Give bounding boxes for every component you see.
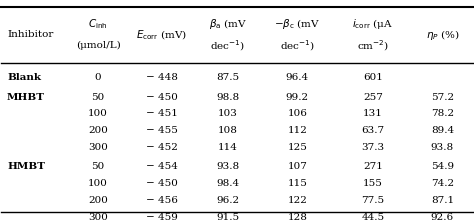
Text: cm$^{-2}$): cm$^{-2}$): [357, 38, 389, 53]
Text: 77.5: 77.5: [361, 196, 384, 205]
Text: 44.5: 44.5: [361, 213, 384, 222]
Text: − 455: − 455: [146, 126, 177, 135]
Text: 122: 122: [287, 196, 307, 205]
Text: 99.2: 99.2: [286, 93, 309, 102]
Text: HMBT: HMBT: [7, 162, 45, 171]
Text: 112: 112: [287, 126, 307, 135]
Text: 98.4: 98.4: [216, 179, 239, 188]
Text: 257: 257: [363, 93, 383, 102]
Text: (μmol/L): (μmol/L): [76, 41, 120, 50]
Text: 98.8: 98.8: [216, 93, 239, 102]
Text: 87.1: 87.1: [431, 196, 454, 205]
Text: 50: 50: [91, 93, 105, 102]
Text: 50: 50: [91, 162, 105, 171]
Text: 78.2: 78.2: [431, 109, 454, 118]
Text: 93.8: 93.8: [431, 143, 454, 152]
Text: 100: 100: [88, 179, 108, 188]
Text: 96.2: 96.2: [216, 196, 239, 205]
Text: $i_{\mathrm{corr}}$ (μA: $i_{\mathrm{corr}}$ (μA: [352, 17, 393, 31]
Text: 91.5: 91.5: [216, 213, 239, 222]
Text: − 451: − 451: [146, 109, 177, 118]
Text: 128: 128: [287, 213, 307, 222]
Text: 271: 271: [363, 162, 383, 171]
Text: 114: 114: [218, 143, 238, 152]
Text: Inhibitor: Inhibitor: [7, 30, 54, 39]
Text: 106: 106: [287, 109, 307, 118]
Text: $C_{\mathrm{inh}}$: $C_{\mathrm{inh}}$: [88, 17, 108, 31]
Text: 200: 200: [88, 196, 108, 205]
Text: 93.8: 93.8: [216, 162, 239, 171]
Text: − 452: − 452: [146, 143, 177, 152]
Text: 601: 601: [363, 73, 383, 82]
Text: 200: 200: [88, 126, 108, 135]
Text: $E_{\mathrm{corr}}$ (mV): $E_{\mathrm{corr}}$ (mV): [136, 28, 187, 41]
Text: Blank: Blank: [7, 73, 41, 82]
Text: $\eta_{P}$ (%): $\eta_{P}$ (%): [426, 28, 459, 42]
Text: 0: 0: [95, 73, 101, 82]
Text: MHBT: MHBT: [7, 93, 45, 102]
Text: 87.5: 87.5: [216, 73, 239, 82]
Text: 131: 131: [363, 109, 383, 118]
Text: 96.4: 96.4: [286, 73, 309, 82]
Text: 115: 115: [287, 179, 307, 188]
Text: 63.7: 63.7: [361, 126, 384, 135]
Text: 108: 108: [218, 126, 238, 135]
Text: − 450: − 450: [146, 93, 177, 102]
Text: 89.4: 89.4: [431, 126, 454, 135]
Text: 125: 125: [287, 143, 307, 152]
Text: 103: 103: [218, 109, 238, 118]
Text: − 456: − 456: [146, 196, 177, 205]
Text: 300: 300: [88, 143, 108, 152]
Text: dec$^{-1}$): dec$^{-1}$): [280, 38, 315, 53]
Text: 155: 155: [363, 179, 383, 188]
Text: $\beta_{\mathrm{a}}$ (mV: $\beta_{\mathrm{a}}$ (mV: [209, 17, 247, 31]
Text: − 448: − 448: [146, 73, 177, 82]
Text: 74.2: 74.2: [431, 179, 454, 188]
Text: − 450: − 450: [146, 179, 177, 188]
Text: − 459: − 459: [146, 213, 177, 222]
Text: 300: 300: [88, 213, 108, 222]
Text: dec$^{-1}$): dec$^{-1}$): [210, 38, 246, 53]
Text: 100: 100: [88, 109, 108, 118]
Text: − 454: − 454: [146, 162, 177, 171]
Text: 57.2: 57.2: [431, 93, 454, 102]
Text: $-\beta_{\mathrm{c}}$ (mV: $-\beta_{\mathrm{c}}$ (mV: [274, 17, 320, 31]
Text: 107: 107: [287, 162, 307, 171]
Text: 92.6: 92.6: [431, 213, 454, 222]
Text: 37.3: 37.3: [361, 143, 384, 152]
Text: 54.9: 54.9: [431, 162, 454, 171]
